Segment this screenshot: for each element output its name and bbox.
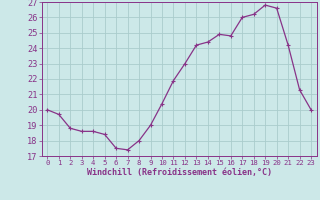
X-axis label: Windchill (Refroidissement éolien,°C): Windchill (Refroidissement éolien,°C) [87,168,272,177]
